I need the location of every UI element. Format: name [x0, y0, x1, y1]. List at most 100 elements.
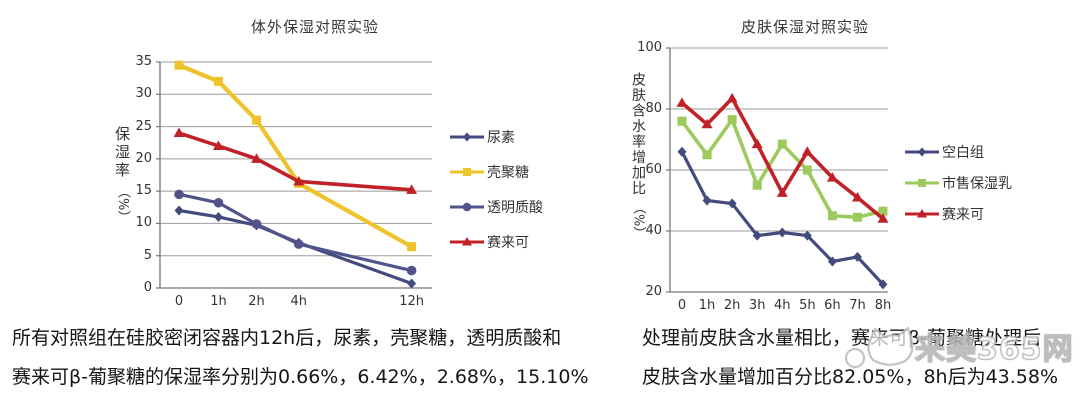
- legend-label: 市售保湿乳: [942, 176, 1012, 192]
- legend-item: 赛来可: [905, 204, 1012, 224]
- diamond-marker: [702, 195, 712, 206]
- chart-title: 皮肤保湿对照实验: [740, 18, 869, 36]
- chart-canvas: [156, 60, 432, 289]
- circle-marker: [251, 219, 262, 229]
- circle-marker: [213, 197, 224, 208]
- square-marker: [407, 242, 417, 252]
- triangle-marker: [801, 146, 813, 156]
- x-tick-label: 6h: [824, 298, 841, 313]
- series-line: [177, 192, 414, 273]
- legend-label: 壳聚糖: [487, 165, 529, 181]
- legend-marker-icon: [450, 202, 484, 212]
- triangle-marker: [212, 140, 224, 150]
- watermark: 来美365网: [843, 320, 1074, 372]
- chart-skin-moisture: 皮肤保湿对照实验 空白组 市售保湿乳 赛来可 20 40 60 80 100 0 1h 2h 3h 4…: [600, 0, 1080, 315]
- caption-left-line1: 所有对照组在硅胶密闭容器内12h后，尿素，壳聚糖，透明质酸和: [12, 327, 562, 349]
- legend-label: 空白组: [942, 145, 984, 161]
- diamond-marker: [752, 230, 762, 241]
- x-tick-label: 2h: [248, 294, 265, 309]
- legend-marker-icon: [450, 237, 484, 246]
- triangle-marker: [917, 209, 927, 218]
- diamond-marker: [677, 146, 687, 157]
- diamond-marker: [727, 198, 737, 209]
- legend-marker-icon: [450, 168, 484, 176]
- diamond-marker: [174, 205, 184, 216]
- legend-marker-icon: [450, 132, 484, 142]
- y-tick-label: 40: [645, 223, 662, 238]
- square-marker: [878, 206, 888, 216]
- square-marker: [852, 212, 862, 222]
- triangle-marker: [776, 187, 788, 197]
- triangle-marker: [701, 118, 713, 129]
- square-marker: [802, 165, 812, 175]
- x-tick-label: 1h: [210, 294, 227, 309]
- legend-item: 透明质酸: [450, 197, 543, 217]
- triangle-marker: [826, 172, 838, 182]
- square-marker: [252, 115, 262, 125]
- legend-label: 赛来可: [487, 235, 529, 251]
- square-marker: [677, 116, 687, 126]
- watermark-text: 来美365网: [914, 331, 1074, 367]
- y-tick-label: 100: [637, 40, 662, 55]
- x-tick-label: 0: [174, 294, 184, 309]
- x-tick-label: 4h: [774, 298, 791, 313]
- y-tick-label: 30: [135, 86, 152, 102]
- triangle-marker: [406, 184, 418, 194]
- y-tick-label: 20: [645, 284, 662, 299]
- y-axis-label-text: 保湿率: [113, 126, 131, 180]
- triangle-marker: [726, 92, 738, 103]
- legend-item: 市售保湿乳: [905, 173, 1012, 193]
- y-tick-label: 5: [143, 247, 152, 263]
- y-axis-label: 皮肤含水率增加比 （%）: [628, 72, 648, 239]
- x-tick-label: 7h: [849, 298, 866, 313]
- plot-area: [156, 60, 432, 289]
- diamond-marker: [852, 251, 862, 262]
- caption-left: 所有对照组在硅胶密闭容器内12h后，尿素，壳聚糖，透明质酸和赛来可β-葡聚糖的保…: [12, 319, 589, 397]
- circle-marker: [406, 265, 417, 276]
- caption-right-line2: 皮肤含水量增加百分比82.05%，8h后为43.58%: [642, 366, 1059, 388]
- triangle-marker: [251, 153, 263, 163]
- diamond-marker: [917, 147, 927, 157]
- triangle-marker: [173, 127, 185, 138]
- x-tick-label: 4h: [290, 294, 307, 309]
- legend-label: 尿素: [487, 130, 515, 146]
- diamond-marker: [407, 278, 417, 289]
- square-marker: [174, 60, 184, 70]
- square-marker: [463, 168, 471, 176]
- y-tick-label: 20: [135, 150, 152, 166]
- y-tick-label: 80: [645, 101, 662, 116]
- y-tick-label: 15: [135, 183, 152, 199]
- y-tick-label: 0: [143, 280, 152, 295]
- y-axis-unit: （%）: [115, 185, 130, 224]
- caption-right-line1: 处理前皮肤含水量相比，赛来可β-葡聚糖处理后: [642, 327, 1041, 349]
- chart-title: 体外保湿对照实验: [250, 18, 379, 36]
- square-marker: [213, 76, 223, 86]
- legend-marker-icon: [905, 179, 939, 187]
- circle-marker: [174, 189, 184, 200]
- y-axis-unit: （%）: [630, 201, 646, 240]
- x-tick-label: 5h: [799, 298, 816, 313]
- legend-item: 壳聚糖: [450, 162, 543, 182]
- circle-marker: [293, 239, 304, 249]
- legend-label: 透明质酸: [487, 200, 543, 216]
- triangle-marker: [851, 191, 863, 202]
- diamond-marker: [462, 132, 472, 142]
- y-tick-label: 10: [135, 215, 152, 231]
- legend-item: 空白组: [905, 142, 1012, 162]
- legend-marker-icon: [905, 209, 939, 218]
- triangle-marker: [877, 213, 889, 223]
- square-marker: [918, 179, 926, 187]
- triangle-marker: [751, 138, 763, 149]
- y-tick-label: 60: [645, 162, 662, 177]
- triangle-marker: [462, 237, 472, 246]
- legend-label: 赛来可: [942, 207, 984, 223]
- x-tick-label: 0: [677, 298, 687, 313]
- diamond-marker: [878, 279, 888, 290]
- x-tick-label: 12h: [399, 294, 424, 309]
- caption-left-line2: 赛来可β-葡聚糖的保湿率分别为0.66%，6.42%，2.68%，15.10%: [12, 366, 589, 388]
- square-marker: [752, 180, 762, 190]
- x-tick-label: 3h: [748, 298, 766, 313]
- diamond-marker: [777, 227, 787, 238]
- plot-area: [666, 47, 889, 293]
- square-marker: [777, 139, 787, 149]
